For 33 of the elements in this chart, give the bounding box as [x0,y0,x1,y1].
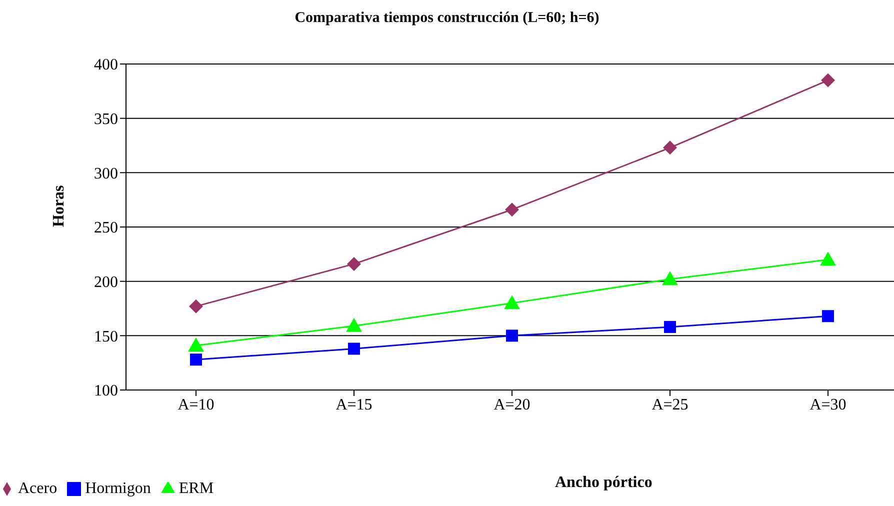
point [664,320,676,333]
y-tick-label: 150 [94,328,118,346]
point [504,295,520,310]
x-tick-label: A=10 [178,396,214,414]
point [822,310,834,322]
y-tick-label: 350 [94,111,118,128]
legend-label: Hormigon [85,480,151,497]
point [820,252,836,266]
point [662,271,678,286]
point [348,342,360,355]
y-tick-label: 300 [94,165,118,182]
chart-title: Comparativa tiempos construcción (L=60; h=6) [294,10,600,27]
point [190,354,202,366]
point [188,337,204,352]
point [506,330,518,342]
legend-label: ERM [178,480,214,497]
legend-label: Acero [18,480,58,497]
x-tick-label: A=25 [652,396,688,414]
x-tick-label: A=15 [336,396,372,414]
y-tick-label: 250 [94,220,118,237]
point [505,202,519,217]
x-axis-title: Ancho pórtico [555,474,652,492]
y-tick-label: 200 [94,274,118,292]
y-axis-title: Horas [50,185,68,227]
y-tick-label: 100 [94,382,118,400]
point [663,140,677,155]
point [189,299,203,314]
point [347,256,361,271]
x-tick-label: A=30 [810,396,846,414]
y-tick-label: 400 [94,56,118,74]
point [821,73,835,88]
point [346,318,362,332]
x-tick-label: A=20 [494,396,530,414]
